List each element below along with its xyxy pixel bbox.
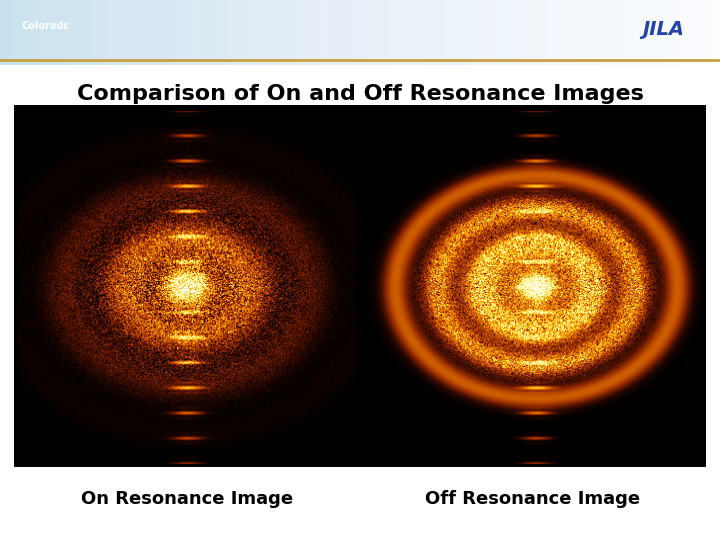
Text: JILA: JILA: [642, 19, 684, 39]
Text: On Resonance Image: On Resonance Image: [81, 490, 293, 509]
Text: Coloradc: Coloradc: [22, 21, 70, 31]
Text: Off Resonance Image: Off Resonance Image: [426, 490, 640, 509]
Text: Comparison of On and Off Resonance Images: Comparison of On and Off Resonance Image…: [76, 84, 644, 105]
